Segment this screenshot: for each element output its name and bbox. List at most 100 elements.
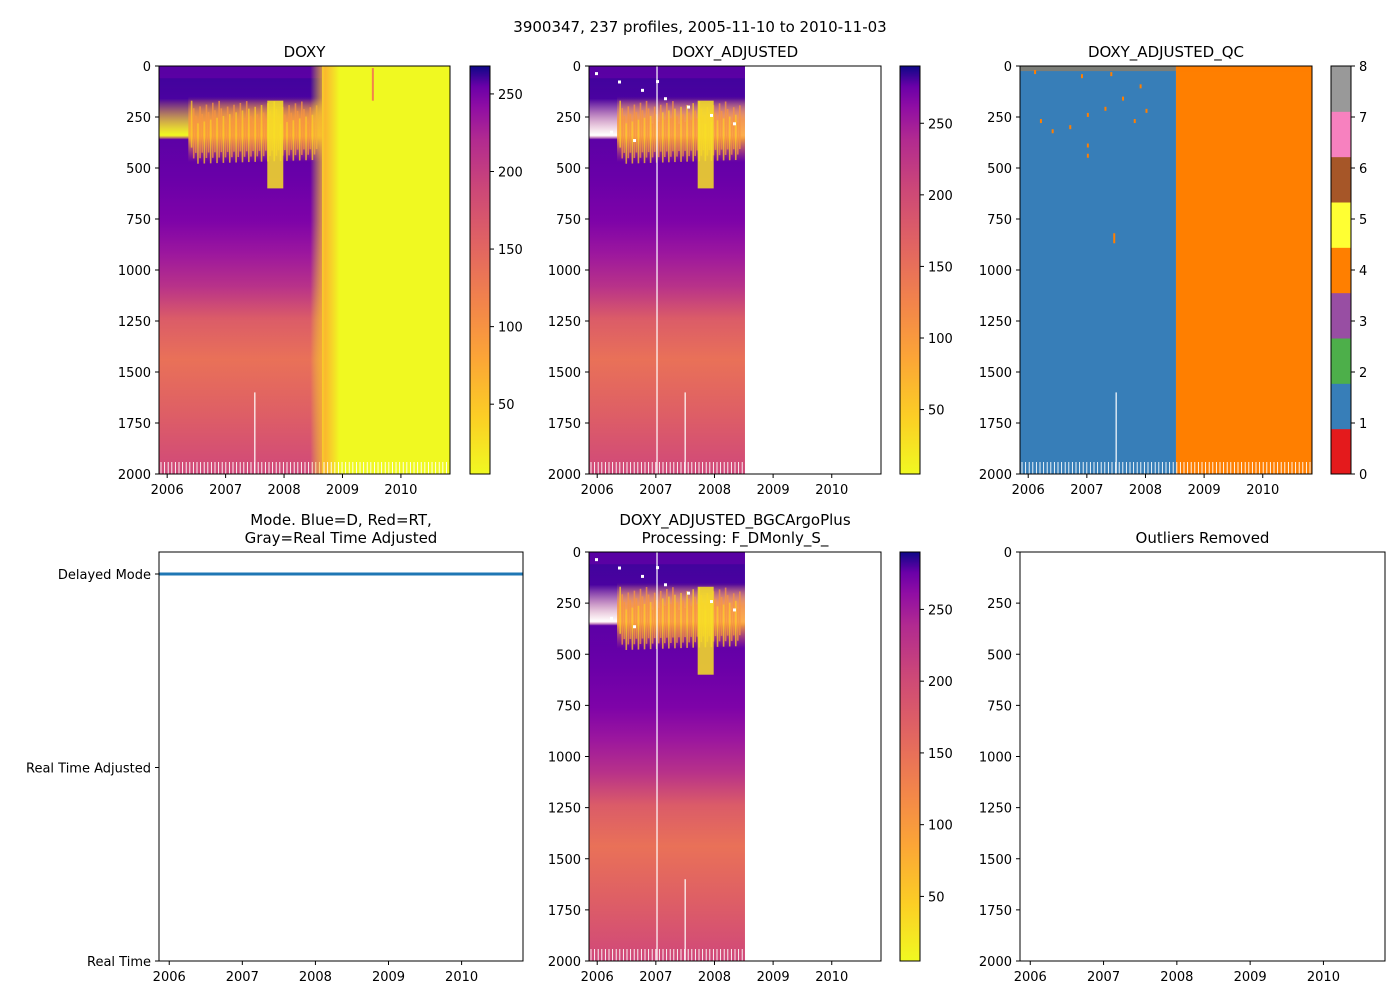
- x-tick-label: 2010: [384, 483, 417, 498]
- qc-gap-speck: [641, 88, 644, 92]
- x-tick-label: 2007: [639, 970, 672, 985]
- profile-stubs: [590, 462, 743, 474]
- y-tick-label: 250: [987, 111, 1012, 126]
- y-tick-label: 0: [573, 546, 581, 561]
- colorbar-swatch-8: [1331, 66, 1351, 112]
- colorbar-tick-label: 4: [1359, 264, 1367, 279]
- colorbar-tick-label: 50: [928, 404, 945, 419]
- panel-title: DOXY_ADJUSTED: [672, 43, 798, 62]
- qc-gap-speck: [664, 97, 667, 101]
- y-tick-label: 1750: [979, 904, 1012, 919]
- qc-gap-speck: [618, 566, 621, 570]
- axes-frame: [158, 551, 524, 962]
- x-tick-label: 2009: [372, 970, 405, 985]
- qc-gap-speck: [656, 566, 660, 570]
- x-tick-label: 2006: [153, 970, 186, 985]
- y-tick-label: 2000: [548, 468, 581, 483]
- qc-gap-speck: [710, 113, 713, 117]
- figure-suptitle: 3900347, 237 profiles, 2005-11-10 to 201…: [513, 18, 886, 36]
- colorbar-tick-label: 200: [928, 675, 953, 690]
- y-tick-label: 2000: [979, 955, 1012, 970]
- x-tick-label: 2010: [1246, 483, 1279, 498]
- colorbar-swatch-7: [1331, 111, 1351, 158]
- profile-stubs: [1021, 462, 1311, 474]
- colorbar-tick-label: 250: [498, 88, 523, 103]
- x-tick-label: 2008: [698, 483, 731, 498]
- y-tick-label: 1500: [979, 366, 1012, 381]
- colorbar-swatch-4: [1331, 247, 1351, 294]
- qc-flag-speck: [1086, 153, 1089, 158]
- y-tick-label: 1750: [118, 417, 151, 432]
- y-tick-label: 1250: [548, 802, 581, 817]
- y-tick-label: 250: [126, 111, 151, 126]
- y-tick-label: 1000: [118, 264, 151, 279]
- qc-gap-speck: [664, 583, 667, 587]
- colorbar-swatch-5: [1331, 202, 1351, 248]
- colorbar-tick-label: 150: [498, 243, 523, 258]
- colorbar-tick-label: 0: [1359, 468, 1367, 483]
- y-tick-label: 750: [556, 699, 581, 714]
- qc-flag-speck: [1039, 119, 1042, 124]
- x-tick-label: 2008: [268, 483, 301, 498]
- x-tick-label: 2010: [1307, 970, 1340, 985]
- qc-flag-speck: [1080, 74, 1083, 79]
- x-tick-label: 2008: [698, 970, 731, 985]
- y-category-label: Real Time Adjusted: [26, 762, 151, 777]
- y-tick-label: 500: [987, 648, 1012, 663]
- y-tick-label: 250: [556, 111, 581, 126]
- colorbar-tick-label: 250: [928, 117, 953, 132]
- colorbar-tick-label: 5: [1359, 213, 1367, 228]
- x-tick-label: 2006: [581, 483, 614, 498]
- qc-flag-speck: [1145, 108, 1148, 113]
- qc-gap-speck: [687, 105, 690, 109]
- x-tick-label: 2010: [815, 970, 848, 985]
- panel-title-line-1: DOXY_ADJUSTED_BGCArgoPlus: [619, 511, 850, 530]
- qc-flag-speck: [1069, 125, 1072, 130]
- qc-flag-speck: [1139, 84, 1142, 89]
- y-tick-label: 1750: [548, 904, 581, 919]
- colorbar-tick-label: 50: [498, 398, 515, 413]
- y-tick-label: 2000: [118, 468, 151, 483]
- x-tick-label: 2006: [581, 970, 614, 985]
- y-tick-label: 250: [987, 597, 1012, 612]
- y-tick-label: 1000: [979, 751, 1012, 766]
- surface-layer: [159, 66, 323, 79]
- y-tick-label: 750: [987, 213, 1012, 228]
- qc-region-flag-1: [1020, 66, 1176, 474]
- x-tick-label: 2006: [1012, 483, 1045, 498]
- qc-flag-speck: [1110, 72, 1113, 77]
- y-tick-label: 1750: [979, 417, 1012, 432]
- panel-doxy: 2006 2007 2008 2009 2010 0 250 500 750 1000 1250 15…: [118, 43, 523, 498]
- drift-transition: [310, 66, 340, 474]
- panel-title: Outliers Removed: [1136, 529, 1270, 547]
- y-tick-label: 1500: [548, 853, 581, 868]
- colorbar-tick-label: 150: [928, 260, 953, 275]
- panel-title-line-2: Gray=Real Time Adjusted: [245, 529, 438, 547]
- x-tick-label: 2008: [1129, 483, 1162, 498]
- y-tick-label: 1500: [548, 366, 581, 381]
- y-category-label: Real Time: [87, 955, 151, 970]
- x-tick-label: 2007: [1087, 970, 1120, 985]
- y-tick-label: 250: [556, 597, 581, 612]
- x-tick-label: 2007: [1070, 483, 1103, 498]
- qc-gap-speck: [633, 625, 637, 629]
- panel-title-line-2: Processing: F_DMonly_S_: [642, 529, 829, 548]
- surface-qc-flags: [1020, 66, 1312, 72]
- colorbar-tick-label: 100: [928, 819, 953, 834]
- low-oxygen-plume: [697, 586, 714, 675]
- qc-gap-speck: [733, 122, 736, 126]
- y-tick-label: 1000: [548, 264, 581, 279]
- colorbar-gradient: [900, 552, 920, 961]
- x-tick-label: 2007: [226, 970, 259, 985]
- qc-flag-speck: [1051, 129, 1054, 134]
- qc-gap-speck: [641, 574, 644, 578]
- colorbar-tick-label: 1: [1359, 417, 1367, 432]
- colorbar-tick-label: 100: [498, 321, 523, 336]
- colorbar-gradient: [900, 66, 920, 474]
- y-tick-label: 500: [126, 162, 151, 177]
- y-tick-label: 500: [556, 648, 581, 663]
- y-tick-label: 2000: [548, 955, 581, 970]
- y-tick-label: 500: [987, 162, 1012, 177]
- y-tick-label: 1000: [979, 264, 1012, 279]
